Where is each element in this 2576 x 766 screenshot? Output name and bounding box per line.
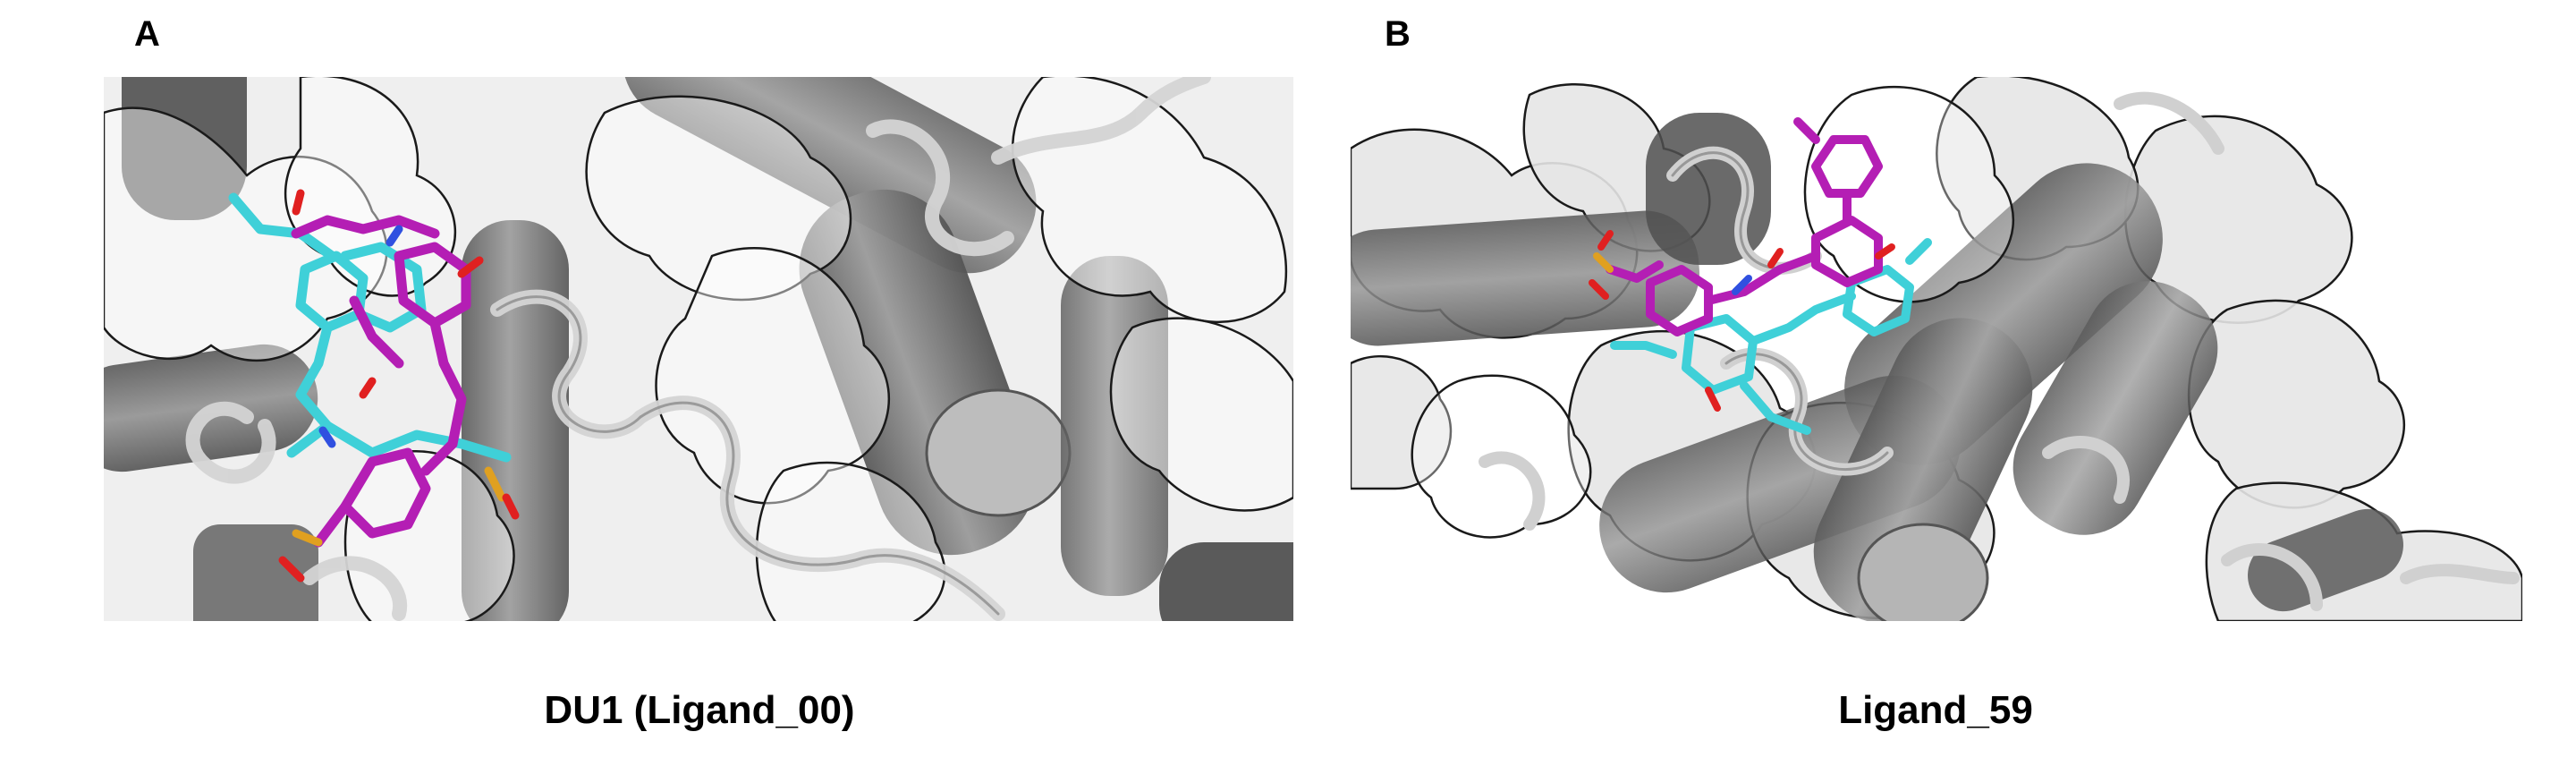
helix	[1159, 542, 1293, 621]
helix	[2012, 281, 2218, 535]
helix	[104, 344, 318, 472]
molecular-scene-a	[104, 77, 1293, 621]
helix	[1061, 256, 1168, 596]
panel-caption-b: Ligand_59	[1838, 688, 2033, 732]
coil	[1479, 451, 1546, 531]
reference-ligand	[1610, 238, 1932, 435]
helix	[1813, 318, 2033, 621]
helix	[462, 220, 569, 621]
helix-end	[1857, 523, 1989, 621]
docked-ligand	[1606, 117, 1883, 336]
coil	[991, 77, 1211, 165]
protein-ligand-render-b	[1351, 77, 2522, 621]
coil	[185, 401, 276, 484]
surface-blob	[2187, 299, 2405, 509]
helix	[193, 524, 318, 621]
coil	[2114, 91, 2224, 155]
molecular-scene-b	[1351, 77, 2522, 621]
surface-blob	[1109, 317, 1293, 512]
surface-blob	[104, 106, 388, 362]
panel-label-b: B	[1385, 14, 1411, 54]
coil	[2221, 543, 2323, 611]
surface-blob	[585, 95, 852, 302]
coil	[866, 119, 1014, 257]
panel-label-a: A	[134, 14, 160, 54]
helix	[122, 77, 247, 220]
coil	[302, 556, 408, 621]
surface-blob	[1351, 354, 1453, 490]
panel-caption-a: DU1 (Ligand_00)	[544, 688, 855, 732]
coil	[2400, 564, 2520, 584]
docked-ligand	[291, 215, 471, 548]
helix-end	[925, 388, 1072, 517]
protein-ligand-render-a	[104, 77, 1293, 621]
coil	[2042, 436, 2130, 504]
helix	[2248, 508, 2403, 612]
